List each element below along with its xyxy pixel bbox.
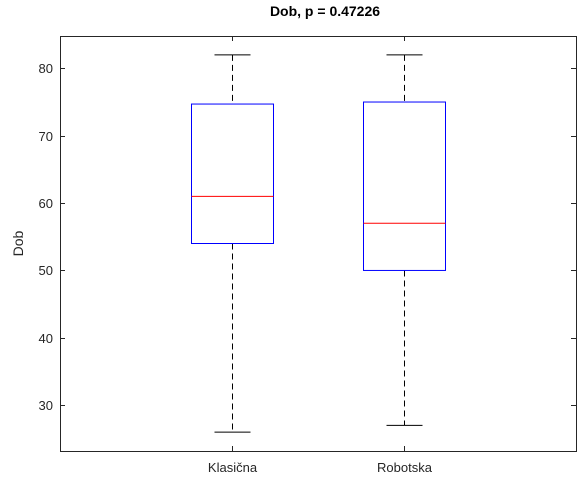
boxes <box>191 54 446 433</box>
y-axis: 30 40 50 60 70 80 <box>39 61 576 413</box>
y-tick-label: 30 <box>39 398 53 413</box>
y-tick-label: 70 <box>39 129 53 144</box>
y-axis-label: Dob <box>10 230 26 256</box>
x-tick-label: Robotska <box>377 460 433 475</box>
plot-area-frame <box>60 36 577 452</box>
y-tick-label: 40 <box>39 331 53 346</box>
iqr-box <box>191 103 274 244</box>
iqr-box <box>363 101 446 271</box>
chart-title: Dob, p = 0.47226 <box>270 3 380 19</box>
x-axis: Klasična Robotska <box>208 36 433 475</box>
y-tick-label: 60 <box>39 196 53 211</box>
y-tick-label: 80 <box>39 61 53 76</box>
x-tick-label: Klasična <box>208 460 258 475</box>
box-group <box>191 54 274 433</box>
box-group <box>363 54 446 426</box>
y-tick-label: 50 <box>39 263 53 278</box>
